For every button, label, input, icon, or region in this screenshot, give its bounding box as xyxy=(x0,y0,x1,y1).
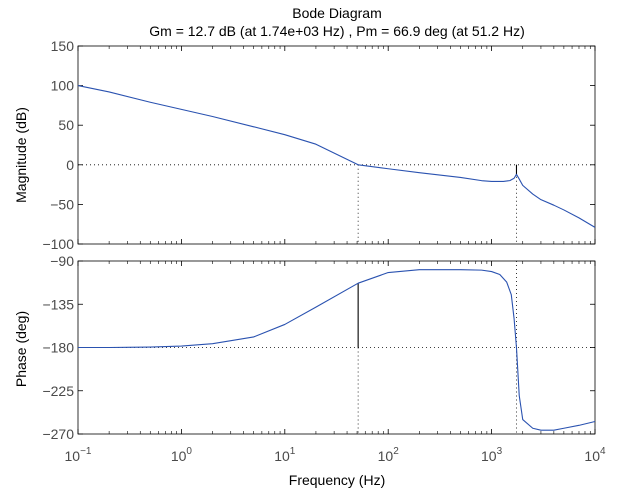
magnitude-y-tick-label: 0 xyxy=(66,157,74,173)
x-tick-label: 101 xyxy=(274,446,296,464)
magnitude-axes-box xyxy=(77,45,596,245)
x-axis-label: Frequency (Hz) xyxy=(289,472,385,488)
phase-axes-box xyxy=(77,260,596,435)
magnitude-y-tick-label: 50 xyxy=(58,117,74,133)
magnitude-y-tick-label: −100 xyxy=(42,236,74,252)
magnitude-y-tick-label: 150 xyxy=(51,38,75,54)
phase-y-tick-label: −180 xyxy=(42,340,74,356)
phase-panel: −90 −135 −180 −225 −270 10−1 100 101 102 103 104 xyxy=(42,253,606,464)
phase-series-line xyxy=(78,269,596,431)
chart-title: Bode Diagram xyxy=(292,5,382,21)
x-tick-label: 100 xyxy=(171,446,193,464)
chart-subtitle: Gm = 12.7 dB (at 1.74e+03 Hz) , Pm = 66.… xyxy=(149,23,524,39)
x-tick-label: 104 xyxy=(584,446,606,464)
magnitude-y-axis-label: Magnitude (dB) xyxy=(13,107,29,203)
magnitude-panel: 150 100 50 0 −50 −100 xyxy=(42,38,596,252)
x-tick-label: 103 xyxy=(481,446,503,464)
phase-y-tick-label: −270 xyxy=(42,426,74,442)
phase-y-tick-label: −90 xyxy=(50,253,74,269)
phase-y-tick-label: −135 xyxy=(42,296,74,312)
x-tick-label: 102 xyxy=(378,446,400,464)
phase-y-tick-label: −225 xyxy=(42,383,74,399)
magnitude-y-tick-label: 100 xyxy=(51,78,75,94)
phase-y-axis-label: Phase (deg) xyxy=(13,311,29,387)
x-tick-label: 10−1 xyxy=(65,446,92,464)
magnitude-y-tick-label: −50 xyxy=(50,196,74,212)
magnitude-series-line xyxy=(77,85,596,228)
